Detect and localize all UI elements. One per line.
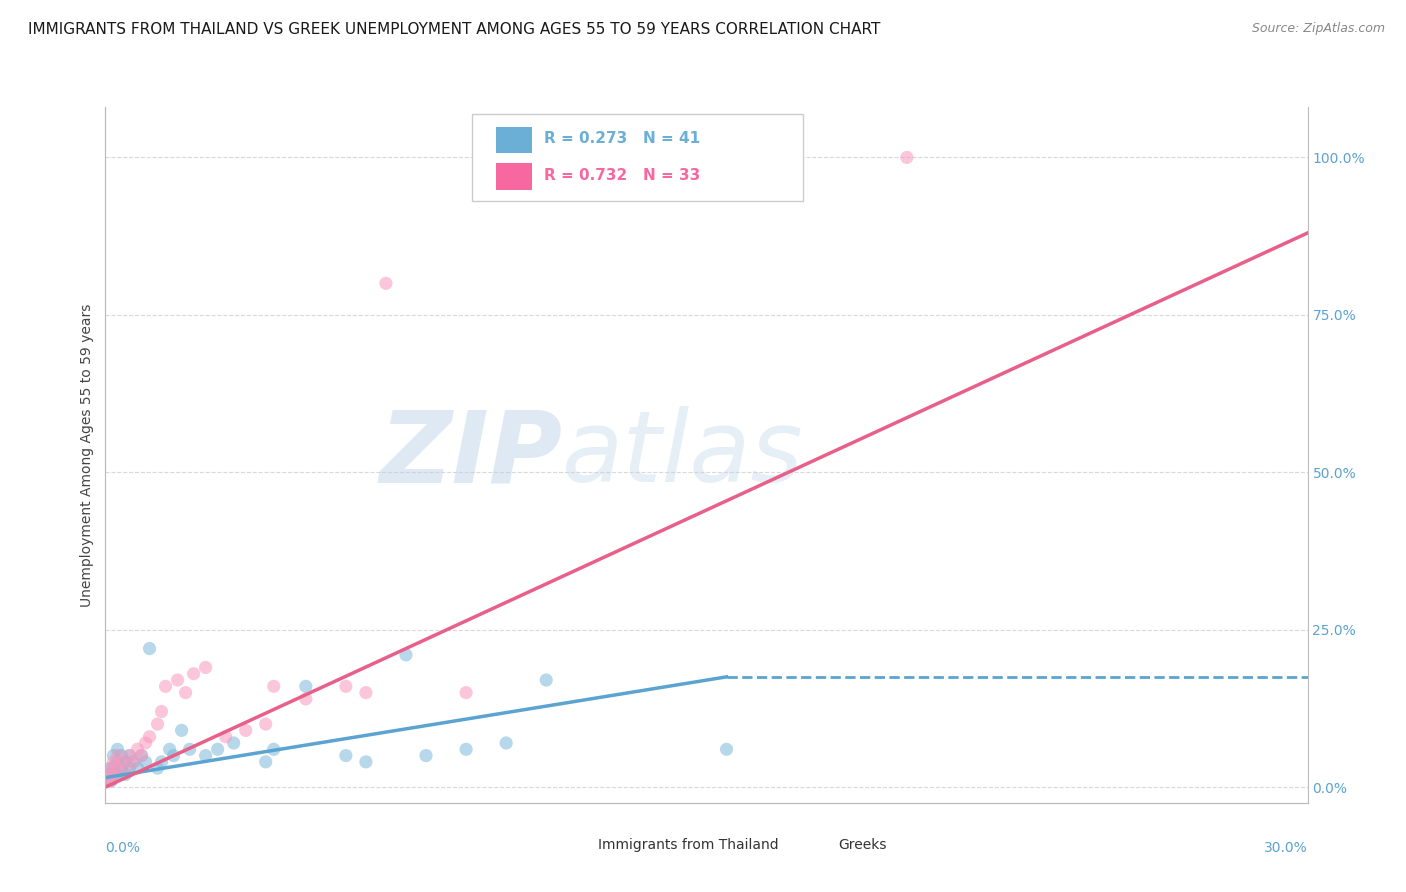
Point xyxy=(170,723,193,738)
Point xyxy=(118,761,141,775)
Text: IMMIGRANTS FROM THAILAND VS GREEK UNEMPLOYMENT AMONG AGES 55 TO 59 YEARS CORRELA: IMMIGRANTS FROM THAILAND VS GREEK UNEMPL… xyxy=(28,22,880,37)
Point xyxy=(138,730,160,744)
Point xyxy=(146,717,169,731)
Text: Greeks: Greeks xyxy=(839,838,887,852)
Point xyxy=(131,748,153,763)
Point xyxy=(263,742,285,756)
Point xyxy=(131,748,153,763)
Point xyxy=(97,773,120,788)
Point xyxy=(183,666,205,681)
Point xyxy=(118,748,141,763)
Point xyxy=(114,761,136,775)
Point xyxy=(98,761,121,775)
Point xyxy=(122,755,145,769)
Point xyxy=(207,742,229,756)
Point xyxy=(179,742,201,756)
Bar xyxy=(562,836,589,855)
Bar xyxy=(496,163,533,190)
Text: 0.0%: 0.0% xyxy=(105,841,141,855)
Point xyxy=(354,755,377,769)
Point xyxy=(166,673,188,687)
Point xyxy=(415,748,437,763)
Text: Immigrants from Thailand: Immigrants from Thailand xyxy=(599,838,779,852)
Point xyxy=(896,150,918,164)
Point xyxy=(110,755,132,769)
Point xyxy=(263,679,285,693)
Point xyxy=(146,761,169,775)
Text: 30.0%: 30.0% xyxy=(1264,841,1308,855)
Point xyxy=(127,761,149,775)
Point xyxy=(98,767,121,781)
Text: Source: ZipAtlas.com: Source: ZipAtlas.com xyxy=(1251,22,1385,36)
Point xyxy=(107,755,129,769)
Point xyxy=(194,748,217,763)
Point xyxy=(162,748,184,763)
Point xyxy=(194,660,217,674)
Point xyxy=(98,767,121,781)
Point xyxy=(534,673,557,687)
Point xyxy=(114,755,136,769)
Point xyxy=(100,773,122,788)
Point xyxy=(254,717,277,731)
Point xyxy=(150,705,173,719)
Point xyxy=(454,742,477,756)
Point xyxy=(354,685,377,699)
Point xyxy=(135,736,157,750)
Point xyxy=(235,723,257,738)
Point xyxy=(107,767,129,781)
Point xyxy=(214,730,236,744)
Point xyxy=(97,773,120,788)
Point xyxy=(100,761,122,775)
Text: R = 0.732   N = 33: R = 0.732 N = 33 xyxy=(544,168,700,183)
Point xyxy=(110,761,132,775)
Point xyxy=(254,755,277,769)
FancyBboxPatch shape xyxy=(472,114,803,201)
Text: ZIP: ZIP xyxy=(380,407,562,503)
Point xyxy=(107,748,129,763)
Point xyxy=(98,773,121,788)
Point xyxy=(118,748,141,763)
Point xyxy=(395,648,418,662)
Point xyxy=(103,767,125,781)
Point xyxy=(159,742,181,756)
Point xyxy=(222,736,245,750)
Point xyxy=(295,679,318,693)
Point xyxy=(122,755,145,769)
Point xyxy=(138,641,160,656)
Point xyxy=(107,742,129,756)
Point xyxy=(135,755,157,769)
Text: R = 0.273   N = 41: R = 0.273 N = 41 xyxy=(544,131,700,146)
Bar xyxy=(803,836,830,855)
Point xyxy=(103,755,125,769)
Point xyxy=(103,767,125,781)
Point xyxy=(716,742,738,756)
Point xyxy=(174,685,197,699)
Point xyxy=(103,761,125,775)
Point xyxy=(495,736,517,750)
Point xyxy=(103,748,125,763)
Point xyxy=(295,692,318,706)
Point xyxy=(374,277,398,291)
Point xyxy=(107,761,129,775)
Point xyxy=(335,679,357,693)
Text: atlas: atlas xyxy=(562,407,804,503)
Point xyxy=(110,748,132,763)
Y-axis label: Unemployment Among Ages 55 to 59 years: Unemployment Among Ages 55 to 59 years xyxy=(80,303,94,607)
Point xyxy=(335,748,357,763)
Point xyxy=(155,679,177,693)
Point xyxy=(150,755,173,769)
Point xyxy=(454,685,477,699)
Point xyxy=(127,742,149,756)
Point xyxy=(114,767,136,781)
Bar xyxy=(496,127,533,153)
